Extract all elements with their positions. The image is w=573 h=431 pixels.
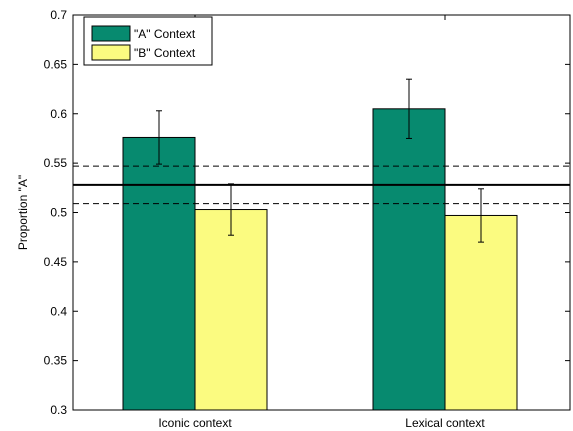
legend-swatch-b-context bbox=[91, 44, 131, 61]
legend-label-a-context: "A" Context bbox=[134, 27, 196, 41]
y-tick-label: 0.7 bbox=[50, 8, 67, 22]
bar-b-context bbox=[194, 209, 268, 411]
y-tick-label: 0.3 bbox=[50, 403, 67, 417]
error-bars bbox=[156, 78, 484, 243]
legend-swatch-a-context bbox=[91, 25, 131, 42]
legend: "A" Context "B" Context bbox=[83, 16, 213, 66]
bars bbox=[122, 108, 518, 411]
axes: 0.3 0.35 0.4 0.45 0.5 0.55 0.6 0.65 0.7 Proportio… bbox=[16, 8, 571, 430]
legend-label-b-context: "B" Context bbox=[134, 46, 196, 60]
bar-a-context bbox=[122, 136, 196, 411]
y-tick-label: 0.4 bbox=[50, 304, 67, 318]
y-tick-label: 0.65 bbox=[44, 57, 68, 71]
y-tick-label: 0.55 bbox=[44, 156, 68, 170]
y-tick-label: 0.35 bbox=[44, 354, 68, 368]
x-tick-label: Iconic context bbox=[158, 416, 232, 430]
reference-lines bbox=[73, 165, 570, 205]
bar-a-context bbox=[372, 108, 446, 411]
y-tick-label: 0.6 bbox=[50, 107, 67, 121]
y-tick-label: 0.5 bbox=[50, 206, 67, 220]
bar-b-context bbox=[444, 214, 518, 411]
x-tick-label: Lexical context bbox=[405, 416, 485, 430]
y-tick-label: 0.45 bbox=[44, 255, 68, 269]
y-axis-title: Proportion "A" bbox=[16, 175, 30, 250]
